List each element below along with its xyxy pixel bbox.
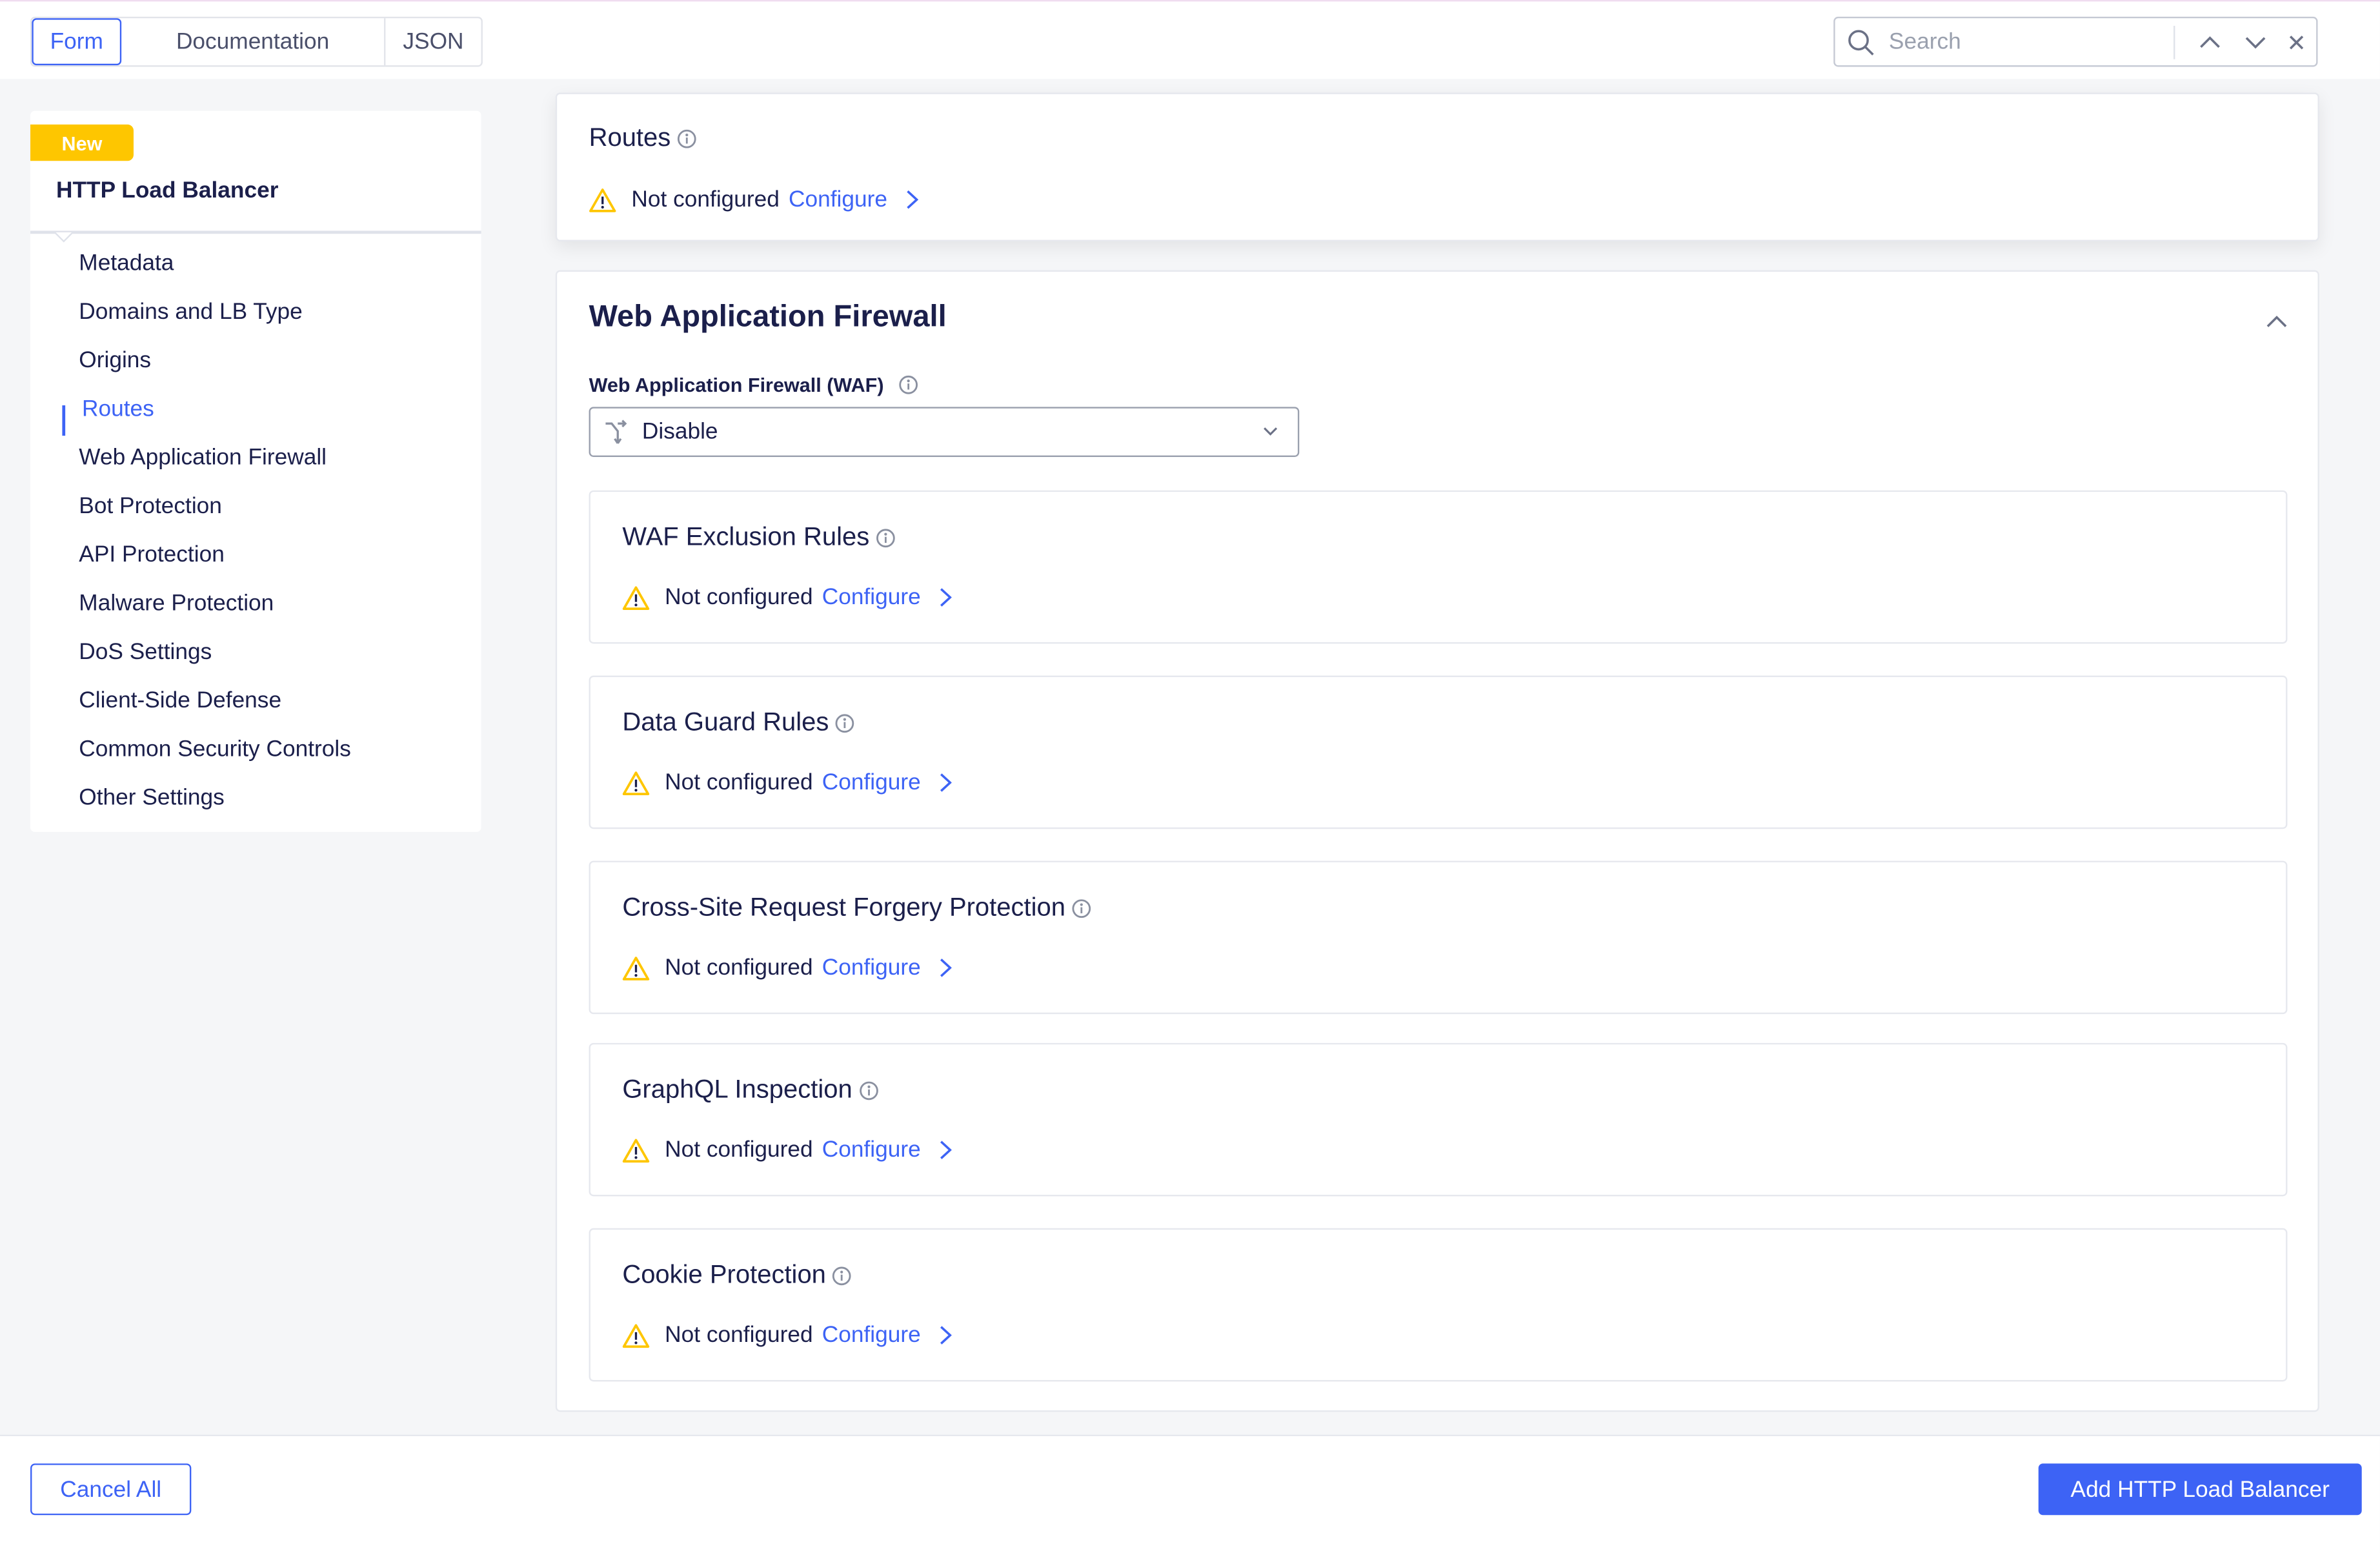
route-switch-icon <box>590 418 642 445</box>
waf-select[interactable]: Disable <box>589 407 1300 457</box>
chevron-down-icon <box>1243 427 1298 437</box>
subsection-card: Cross-Site Request Forgery Protection No… <box>589 860 2288 1015</box>
view-tabs: Form Documentation JSON <box>30 16 483 67</box>
configure-link[interactable]: Configure <box>822 1137 921 1163</box>
subsection-title: Data Guard Rules <box>622 707 829 736</box>
info-icon[interactable] <box>835 713 855 733</box>
chevron-right-icon[interactable] <box>939 958 951 978</box>
subsection-title: Cross-Site Request Forgery Protection <box>622 892 1065 922</box>
configure-link[interactable]: Configure <box>822 955 921 981</box>
divider <box>30 230 481 234</box>
routes-title: Routes <box>589 123 671 152</box>
info-icon[interactable] <box>899 375 919 395</box>
chevron-right-icon[interactable] <box>939 1140 951 1160</box>
sidebar-item[interactable]: Web Application Firewall <box>79 445 327 471</box>
subsection-card: Data Guard Rules Not configured Configure <box>589 675 2288 829</box>
status-text: Not configured <box>665 769 813 796</box>
sidebar-item[interactable]: Routes <box>82 396 154 422</box>
search-box <box>1833 16 2318 67</box>
chevron-down-icon[interactable] <box>2233 34 2277 50</box>
sidebar-title: HTTP Load Balancer <box>56 178 279 204</box>
configure-link[interactable]: Configure <box>822 584 921 611</box>
new-badge: New <box>30 124 134 161</box>
sidebar-item[interactable]: Malware Protection <box>79 590 274 616</box>
subsection-card: GraphQL Inspection Not configured Configu… <box>589 1042 2288 1197</box>
search-icon <box>1835 28 1886 56</box>
info-icon[interactable] <box>832 1265 852 1285</box>
info-icon[interactable] <box>858 1080 878 1100</box>
configure-link[interactable]: Configure <box>789 187 888 213</box>
status-text: Not configured <box>631 187 780 213</box>
footer-bar: Cancel All Add HTTP Load Balancer <box>0 1434 2380 1553</box>
chevron-right-icon[interactable] <box>905 190 918 210</box>
subsection-card: Cookie Protection Not configured Configur… <box>589 1228 2288 1382</box>
search-input[interactable] <box>1886 27 2165 57</box>
info-icon[interactable] <box>1071 898 1091 918</box>
chevron-right-icon[interactable] <box>939 773 951 793</box>
sidebar-item[interactable]: Bot Protection <box>79 493 222 520</box>
info-icon[interactable] <box>677 128 697 148</box>
sidebar-item[interactable]: DoS Settings <box>79 639 212 665</box>
tab-documentation[interactable]: Documentation <box>121 18 386 66</box>
warning-icon <box>622 771 650 795</box>
sidebar-item[interactable]: Metadata <box>79 250 174 277</box>
status-text: Not configured <box>665 584 813 611</box>
status-text: Not configured <box>665 1322 813 1348</box>
tab-form[interactable]: Form <box>32 18 122 66</box>
sidebar-item[interactable]: Origins <box>79 347 152 374</box>
waf-card: Web Application Firewall Web Application… <box>555 270 2319 1412</box>
status-text: Not configured <box>665 1137 813 1163</box>
sidebar: New HTTP Load Balancer Metadata Domains a… <box>30 110 481 832</box>
warning-icon <box>622 1323 650 1348</box>
waf-field-label: Web Application Firewall (WAF) <box>589 373 884 396</box>
active-indicator <box>62 405 66 436</box>
warning-icon <box>589 187 616 212</box>
warning-icon <box>622 956 650 980</box>
configure-link[interactable]: Configure <box>822 769 921 796</box>
tab-json[interactable]: JSON <box>403 28 464 55</box>
add-http-load-balancer-button[interactable]: Add HTTP Load Balancer <box>2038 1463 2362 1516</box>
routes-card: Routes Not configured Configure <box>555 92 2319 241</box>
chevron-up-icon[interactable] <box>2188 34 2232 50</box>
pointer-notch <box>54 232 73 243</box>
collapse-chevron-icon[interactable] <box>2266 314 2288 328</box>
sidebar-item[interactable]: Client-Side Defense <box>79 687 282 714</box>
sidebar-item[interactable]: Other Settings <box>79 784 225 811</box>
warning-icon <box>622 585 650 610</box>
subsection-title: WAF Exclusion Rules <box>622 522 870 551</box>
subsection-title: Cookie Protection <box>622 1260 826 1289</box>
warning-icon <box>622 1138 650 1162</box>
sidebar-item[interactable]: Domains and LB Type <box>79 299 303 325</box>
subsection-title: GraphQL Inspection <box>622 1075 852 1104</box>
sidebar-item[interactable]: Common Security Controls <box>79 736 351 762</box>
subsection-card: WAF Exclusion Rules Not configured Config… <box>589 490 2288 644</box>
chevron-right-icon[interactable] <box>939 587 951 607</box>
info-icon[interactable] <box>876 527 896 547</box>
waf-section-title: Web Application Firewall <box>589 300 947 334</box>
waf-select-value: Disable <box>641 419 718 445</box>
cancel-all-button[interactable]: Cancel All <box>30 1463 192 1516</box>
status-text: Not configured <box>665 955 813 981</box>
sidebar-item[interactable]: API Protection <box>79 542 225 568</box>
chevron-right-icon[interactable] <box>939 1325 951 1345</box>
configure-link[interactable]: Configure <box>822 1322 921 1348</box>
top-bar: Form Documentation JSON <box>0 0 2380 79</box>
close-icon[interactable] <box>2277 34 2316 50</box>
